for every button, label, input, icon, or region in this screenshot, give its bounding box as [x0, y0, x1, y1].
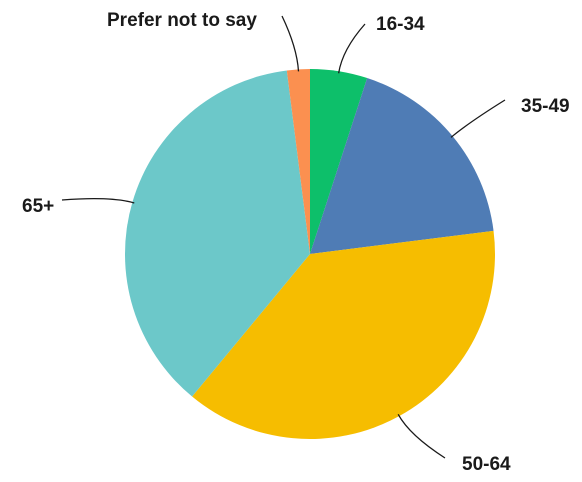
pie-slice-50-64: [192, 230, 496, 440]
leader-lines-layer: [61, 15, 506, 459]
leader-line-prefer-not-to-say: [281, 15, 300, 72]
slice-label-16-34: 16-34: [376, 14, 425, 35]
slices-layer: [125, 69, 496, 440]
pie-slice-prefer-not-to-say: [286, 69, 310, 254]
pie-slice-65: [125, 70, 310, 397]
leader-line-65: [61, 198, 135, 204]
slice-label-prefer-not-to-say: Prefer not to say: [107, 10, 257, 31]
slice-label-35-49: 35-49: [521, 96, 570, 117]
leader-line-50-64: [397, 414, 446, 459]
pie-slice-35-49: [310, 78, 494, 255]
slice-label-50-64: 50-64: [462, 454, 511, 475]
slice-label-65: 65+: [22, 196, 54, 217]
slice-labels-layer: 16-34 35-49 50-64 65+ Prefer not to say: [22, 10, 570, 475]
pie-slice-16-34: [310, 69, 368, 254]
leader-line-35-49: [450, 99, 506, 138]
leader-line-16-34: [337, 23, 366, 74]
